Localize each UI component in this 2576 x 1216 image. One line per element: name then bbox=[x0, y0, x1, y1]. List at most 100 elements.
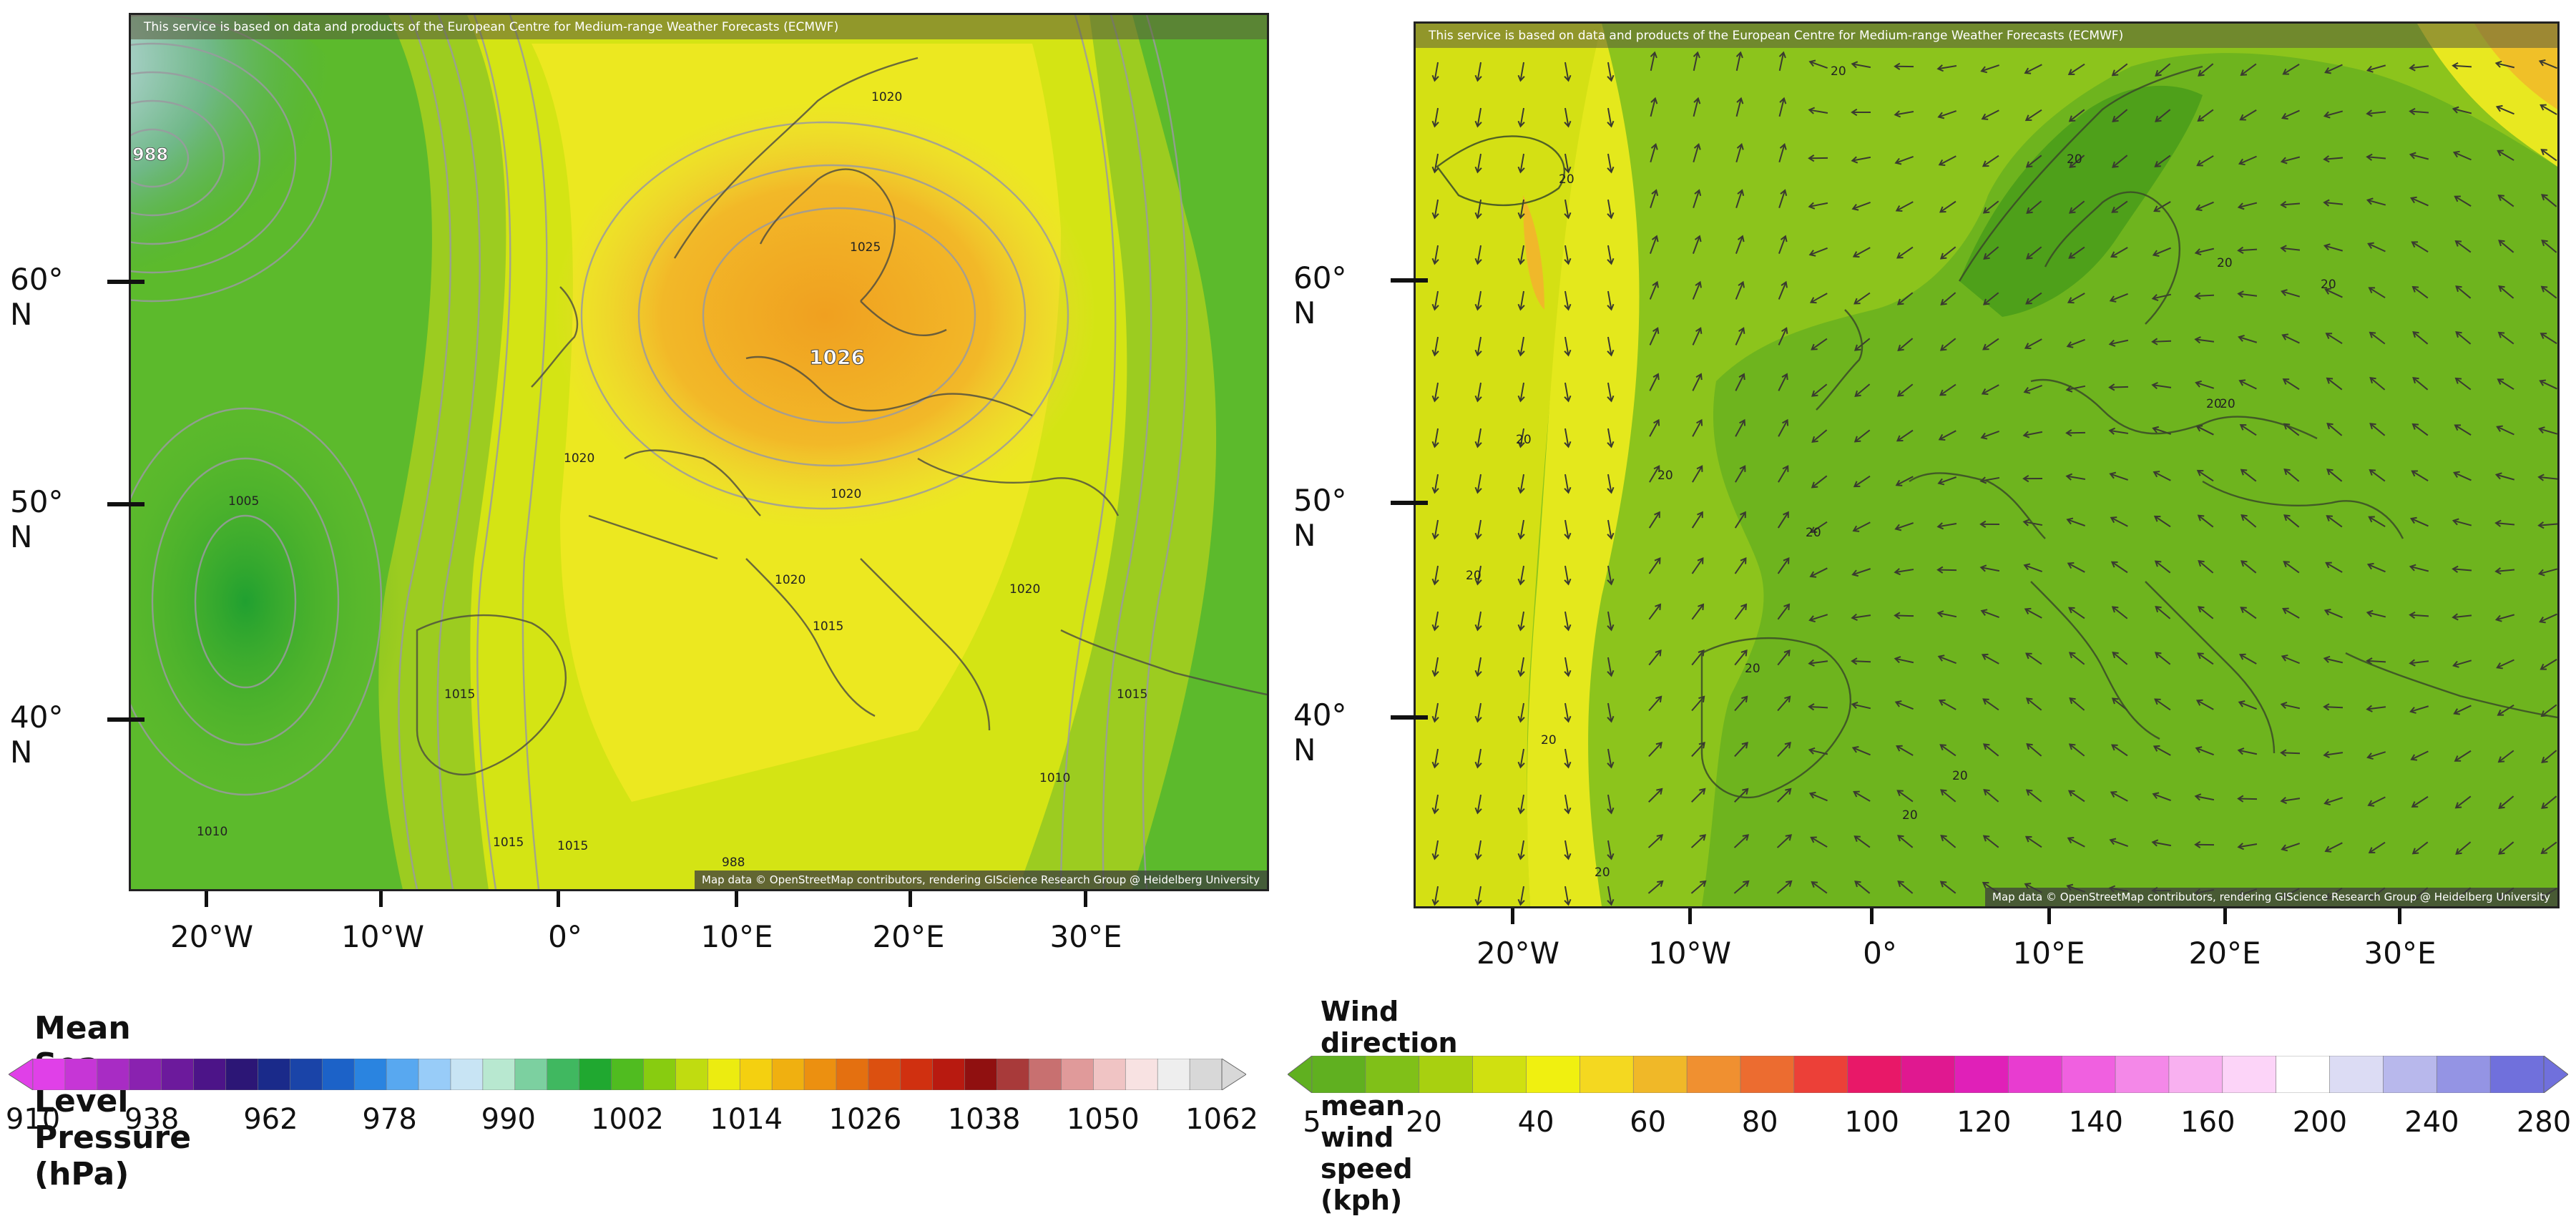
pressure-legend-tick-label: 978 bbox=[362, 1103, 416, 1136]
pressure-lon-tick bbox=[379, 891, 383, 907]
wind-speed-label: 20 bbox=[1595, 866, 1610, 880]
pressure-legend-swatch bbox=[997, 1059, 1029, 1090]
wind-legend-swatch bbox=[1954, 1056, 2008, 1093]
wind-legend-swatch bbox=[1473, 1056, 1527, 1093]
pressure-lat-tick bbox=[107, 502, 145, 506]
pressure-lat-label-50: 50° N bbox=[10, 484, 63, 554]
wind-lon-tick bbox=[1870, 908, 1874, 924]
wind-map-banner: This service is based on data and produc… bbox=[1416, 24, 2557, 48]
pressure-legend-tick-label: 1038 bbox=[948, 1103, 1021, 1136]
pressure-legend-tick-label: 1014 bbox=[710, 1103, 783, 1136]
wind-legend-tick-label: 100 bbox=[1845, 1106, 1899, 1139]
pressure-legend-swatch bbox=[226, 1059, 258, 1090]
wind-colorbar bbox=[1288, 1056, 2568, 1093]
pressure-lon-tick bbox=[557, 891, 560, 907]
pressure-legend-swatch bbox=[129, 1059, 162, 1090]
wind-legend-swatch bbox=[1794, 1056, 1848, 1093]
pressure-legend-tick-label: 990 bbox=[481, 1103, 536, 1136]
wind-speed-label: 20 bbox=[2067, 152, 2082, 167]
wind-speed-label: 20 bbox=[1745, 662, 1760, 676]
pressure-colorbar bbox=[9, 1059, 1246, 1090]
pressure-legend-swatch bbox=[322, 1059, 354, 1090]
wind-arrow bbox=[2153, 341, 2171, 342]
pressure-lon-tick bbox=[909, 891, 912, 907]
wind-lon-tick bbox=[2047, 908, 2051, 924]
pressure-legend-swatch bbox=[643, 1059, 675, 1090]
wind-arrow bbox=[2195, 295, 2214, 296]
pressure-legend-swatch bbox=[515, 1059, 547, 1090]
wind-lon-tick bbox=[1688, 908, 1692, 924]
wind-speed-label: 20 bbox=[1516, 433, 1532, 447]
wind-lat-tick bbox=[1391, 501, 1428, 505]
wind-map-credit[interactable]: Map data © OpenStreetMap contributors, r… bbox=[1985, 888, 2557, 906]
pressure-legend-swatch bbox=[1029, 1059, 1061, 1090]
pressure-legend-swatch bbox=[483, 1059, 515, 1090]
wind-legend-swatch bbox=[2062, 1056, 2115, 1093]
pressure-legend-swatch bbox=[804, 1059, 836, 1090]
wind-speed-label: 20 bbox=[1559, 172, 1575, 187]
pressure-lon-label: 10°W bbox=[341, 919, 424, 954]
wind-map[interactable]: 20 20 20 20 20 20 20 20 20 20 20 20 20 2… bbox=[1414, 21, 2560, 908]
pressure-lon-label: 10°E bbox=[701, 919, 773, 954]
wind-legend-tick-label: 120 bbox=[1957, 1106, 2011, 1139]
wind-legend-swatch bbox=[2223, 1056, 2276, 1093]
pressure-lon-tick bbox=[735, 891, 738, 907]
wind-legend-tick-label: 240 bbox=[2404, 1106, 2459, 1139]
pressure-lon-label: 0° bbox=[548, 919, 582, 954]
pressure-legend-swatch bbox=[612, 1059, 644, 1090]
contour-label: 1025 bbox=[850, 240, 881, 255]
pressure-legend-swatch bbox=[162, 1059, 194, 1090]
wind-lat-tick bbox=[1391, 278, 1428, 283]
wind-legend-swatch bbox=[1312, 1056, 1366, 1093]
pressure-lon-label: 20°E bbox=[873, 919, 945, 954]
wind-lat-label-60: 60° N bbox=[1293, 260, 1346, 330]
wind-legend-tick-label: 160 bbox=[2180, 1106, 2235, 1139]
pressure-legend-swatch bbox=[547, 1059, 579, 1090]
pressure-legend-swatch bbox=[1125, 1059, 1157, 1090]
contour-label: 988 bbox=[722, 855, 745, 870]
pressure-legend-swatch bbox=[965, 1059, 997, 1090]
wind-speed-label: 20 bbox=[1657, 469, 1673, 483]
pressure-legend-swatch bbox=[386, 1059, 418, 1090]
contour-label: 1020 bbox=[1009, 582, 1040, 597]
pressure-lon-label: 20°W bbox=[170, 919, 253, 954]
wind-speed-label: 20 bbox=[2220, 397, 2235, 411]
contour-label: 1015 bbox=[1117, 687, 1147, 702]
wind-lon-label: 20°E bbox=[2189, 936, 2261, 971]
pressure-legend-swatch bbox=[1157, 1059, 1190, 1090]
pressure-lon-tick bbox=[1084, 891, 1087, 907]
wind-lon-label: 30°E bbox=[2364, 936, 2437, 971]
wind-legend-swatch bbox=[1526, 1056, 1580, 1093]
wind-speed-label: 20 bbox=[1466, 569, 1482, 583]
wind-lon-label: 0° bbox=[1863, 936, 1897, 971]
pressure-legend-swatch bbox=[836, 1059, 868, 1090]
wind-legend-tick-label: 60 bbox=[1630, 1106, 1666, 1139]
wind-arrow bbox=[2110, 387, 2128, 388]
contour-label: 1015 bbox=[444, 687, 475, 702]
wind-lon-tick bbox=[1511, 908, 1514, 924]
pressure-legend-swatch bbox=[354, 1059, 386, 1090]
wind-legend-arrow-low bbox=[1288, 1056, 1312, 1093]
wind-legend-swatch bbox=[1366, 1056, 1419, 1093]
pressure-legend-swatch bbox=[97, 1059, 129, 1090]
pressure-legend-swatch bbox=[901, 1059, 933, 1090]
wind-legend-swatch bbox=[1901, 1056, 1955, 1093]
wind-lon-tick bbox=[2223, 908, 2227, 924]
wind-legend-swatch bbox=[1848, 1056, 1901, 1093]
wind-speed-label: 20 bbox=[1541, 733, 1557, 747]
pressure-legend-swatch bbox=[740, 1059, 772, 1090]
contour-label: 1020 bbox=[871, 90, 902, 104]
pressure-map[interactable]: 1020 1025 1020 1020 1005 1020 1015 1020 … bbox=[129, 13, 1269, 891]
wind-legend-swatch bbox=[2383, 1056, 2437, 1093]
contour-label: 1020 bbox=[831, 487, 861, 501]
wind-arrow bbox=[1895, 615, 1914, 616]
wind-map-canvas: 20 20 20 20 20 20 20 20 20 20 20 20 20 2… bbox=[1416, 24, 2557, 906]
pressure-lat-tick bbox=[107, 280, 145, 284]
wind-legend-swatch bbox=[2115, 1056, 2169, 1093]
high-pressure-label: 1026 bbox=[809, 345, 865, 369]
pressure-lon-tick bbox=[205, 891, 208, 907]
wind-legend-arrow-high bbox=[2544, 1056, 2568, 1093]
pressure-legend-swatch bbox=[258, 1059, 290, 1090]
contour-label: 1020 bbox=[564, 451, 594, 466]
pressure-map-credit[interactable]: Map data © OpenStreetMap contributors, r… bbox=[695, 871, 1267, 889]
